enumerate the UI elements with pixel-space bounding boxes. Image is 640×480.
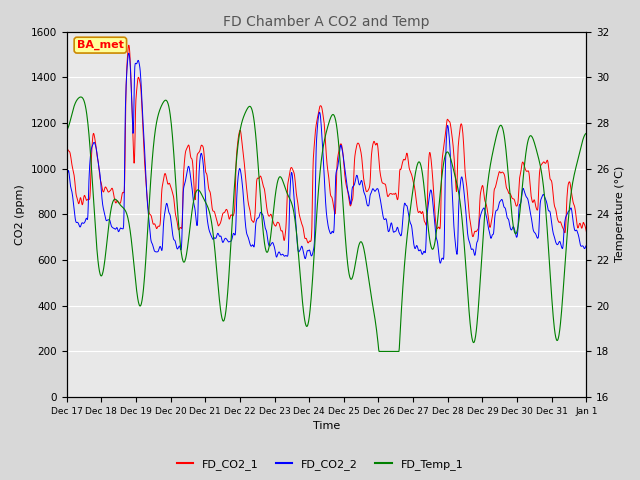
- FD_Temp_1: [63, 127, 70, 132]
- FD_CO2_1: [305, 240, 312, 246]
- FD_CO2_1: [476, 206, 483, 212]
- FD_Temp_1: [522, 154, 529, 160]
- FD_CO2_1: [237, 129, 244, 134]
- FD_Temp_1: [166, 109, 173, 115]
- FD_CO2_2: [522, 192, 529, 198]
- FD_CO2_2: [408, 222, 415, 228]
- FD_CO2_2: [166, 211, 173, 217]
- FD_Temp_1: [237, 124, 244, 130]
- FD_CO2_1: [166, 181, 173, 187]
- FD_Temp_1: [408, 197, 415, 203]
- FD_Temp_1: [375, 348, 383, 354]
- FD_CO2_2: [63, 175, 70, 181]
- FD_CO2_1: [125, 42, 132, 48]
- FD_Temp_1: [179, 256, 186, 262]
- FD_CO2_2: [436, 260, 444, 266]
- FD_CO2_2: [582, 242, 590, 248]
- FD_Temp_1: [77, 94, 85, 100]
- FD_Temp_1: [582, 131, 590, 136]
- FD_CO2_2: [125, 50, 132, 56]
- FD_CO2_2: [179, 210, 186, 216]
- FD_CO2_1: [522, 167, 529, 172]
- Text: BA_met: BA_met: [77, 40, 124, 50]
- Line: FD_CO2_1: FD_CO2_1: [67, 45, 586, 243]
- FD_CO2_1: [408, 172, 415, 178]
- X-axis label: Time: Time: [313, 421, 340, 432]
- Title: FD Chamber A CO2 and Temp: FD Chamber A CO2 and Temp: [223, 15, 429, 29]
- Legend: FD_CO2_1, FD_CO2_2, FD_Temp_1: FD_CO2_1, FD_CO2_2, FD_Temp_1: [172, 455, 468, 474]
- FD_CO2_1: [179, 209, 186, 215]
- FD_CO2_2: [237, 168, 244, 174]
- FD_CO2_2: [476, 217, 483, 223]
- Line: FD_CO2_2: FD_CO2_2: [67, 53, 586, 263]
- Y-axis label: CO2 (ppm): CO2 (ppm): [15, 184, 25, 245]
- FD_Temp_1: [476, 288, 483, 294]
- Line: FD_Temp_1: FD_Temp_1: [67, 97, 586, 351]
- FD_CO2_1: [63, 144, 70, 150]
- Y-axis label: Temperature (°C): Temperature (°C): [615, 166, 625, 263]
- FD_CO2_1: [582, 229, 590, 235]
